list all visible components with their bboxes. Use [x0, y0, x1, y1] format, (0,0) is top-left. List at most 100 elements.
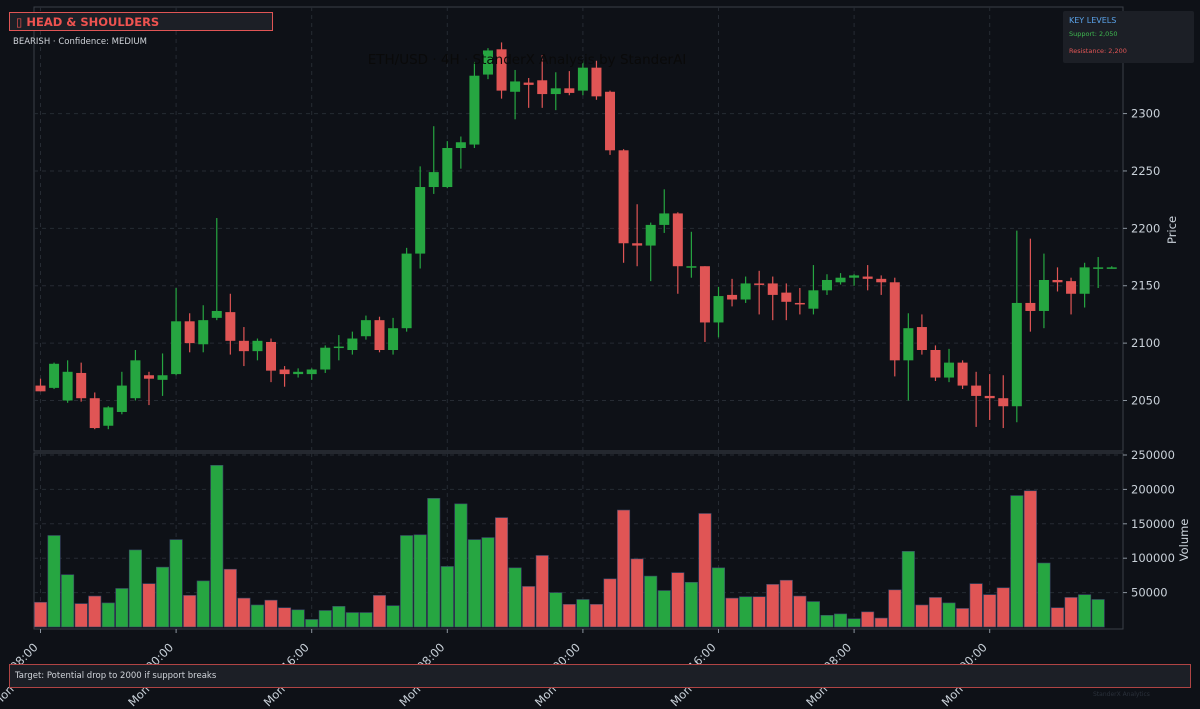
volume-bar: [928, 597, 942, 628]
candle-body: [1011, 302, 1022, 407]
volume-bar: [332, 606, 346, 628]
candle-body: [862, 276, 873, 279]
candle-body: [903, 328, 914, 361]
candle-body: [835, 277, 846, 283]
candle-body: [889, 282, 900, 361]
volume-bar: [793, 595, 807, 628]
volume-bar: [562, 603, 576, 628]
volume-bar: [481, 537, 495, 628]
candle-body: [781, 292, 792, 302]
volume-tick-label: 150000: [1131, 517, 1175, 531]
candle-body: [808, 290, 819, 309]
volume-bar: [318, 610, 332, 628]
candle-body: [672, 213, 683, 267]
volume-bar: [196, 580, 210, 628]
volume-bar: [278, 607, 292, 628]
candle-body: [157, 375, 168, 380]
candle-body: [849, 275, 860, 278]
candle-body: [971, 385, 982, 396]
candle-body: [130, 360, 141, 399]
volume-bar: [657, 590, 671, 628]
volume-bar: [305, 619, 319, 628]
chart-title: ETH/USD · 4H · StanderX Analysis by Stan…: [368, 52, 687, 68]
candle-body: [116, 385, 127, 412]
volume-bar: [522, 586, 536, 628]
volume-bar: [711, 567, 725, 628]
volume-bar: [454, 503, 468, 628]
volume-bar: [535, 555, 549, 628]
volume-bar: [847, 618, 861, 628]
price-tick-label: 2300: [1131, 107, 1160, 121]
candle-body: [699, 266, 710, 323]
candle-body: [1079, 267, 1090, 294]
volume-bar: [739, 596, 753, 628]
volume-bar: [345, 612, 359, 628]
volume-bar: [725, 597, 739, 628]
support-level: Support: 2,050: [1069, 30, 1118, 38]
volume-bar: [1064, 597, 1078, 628]
candle-body: [957, 362, 968, 386]
volume-bar: [101, 602, 115, 628]
watermark: StanderX Analytics: [1093, 691, 1150, 698]
target-note: Target: Potential drop to 2000 if suppor…: [9, 664, 1191, 688]
volume-bar: [237, 597, 251, 628]
volume-bar: [888, 589, 902, 628]
candle-body: [1025, 302, 1036, 311]
candle-body: [49, 363, 60, 388]
candle-body: [632, 243, 643, 246]
volume-bar: [467, 539, 481, 628]
candle-body: [333, 346, 344, 349]
candle-body: [347, 338, 358, 351]
candle-body: [930, 350, 941, 378]
candle-body: [984, 395, 995, 399]
candle-body: [686, 266, 697, 268]
price-tick-label: 2200: [1131, 221, 1160, 235]
volume-tick-label: 50000: [1131, 586, 1168, 600]
candle-body: [794, 302, 805, 305]
candle-body: [374, 320, 385, 351]
volume-bar: [806, 601, 820, 628]
volume-bar: [88, 595, 102, 628]
volume-bar: [942, 602, 956, 628]
pattern-title: HEAD & SHOULDERS: [26, 15, 160, 29]
candle-body: [1038, 279, 1049, 311]
volume-bar: [820, 615, 834, 628]
volume-bar: [589, 603, 603, 628]
volume-bar: [115, 588, 129, 628]
volume-bar: [576, 599, 590, 628]
candle-body: [605, 91, 616, 151]
volume-bar: [1010, 495, 1024, 628]
candle-body: [428, 172, 439, 188]
volume-tick-label: 250000: [1131, 448, 1175, 462]
price-axis-label: Price: [1165, 216, 1179, 244]
candle-body: [1052, 279, 1063, 283]
volume-bar: [834, 613, 848, 628]
volume-bar: [156, 566, 170, 628]
volume-bar: [61, 574, 75, 628]
volume-bar: [210, 465, 224, 628]
candle-body: [184, 321, 195, 344]
candle-body: [998, 398, 1009, 407]
candle-body: [388, 328, 399, 351]
candle-body: [482, 50, 493, 75]
warning-icon: ▯: [16, 15, 23, 29]
volume-bar: [128, 549, 142, 628]
volume-bar: [400, 535, 414, 628]
volume-bar: [684, 581, 698, 628]
candle-body: [442, 148, 453, 188]
volume-bar: [766, 584, 780, 628]
candle-body: [523, 82, 534, 85]
volume-bar: [413, 534, 427, 628]
volume-bar: [1051, 607, 1065, 628]
volume-bar: [671, 572, 685, 628]
candle-body: [455, 142, 466, 149]
candle-body: [143, 375, 154, 379]
candle-body: [62, 371, 73, 401]
volume-bar: [630, 558, 644, 628]
candle-body: [1106, 267, 1117, 269]
volume-bar: [264, 599, 278, 628]
volume-bar: [1023, 490, 1037, 628]
volume-bar: [861, 611, 875, 628]
candle-body: [510, 81, 521, 92]
